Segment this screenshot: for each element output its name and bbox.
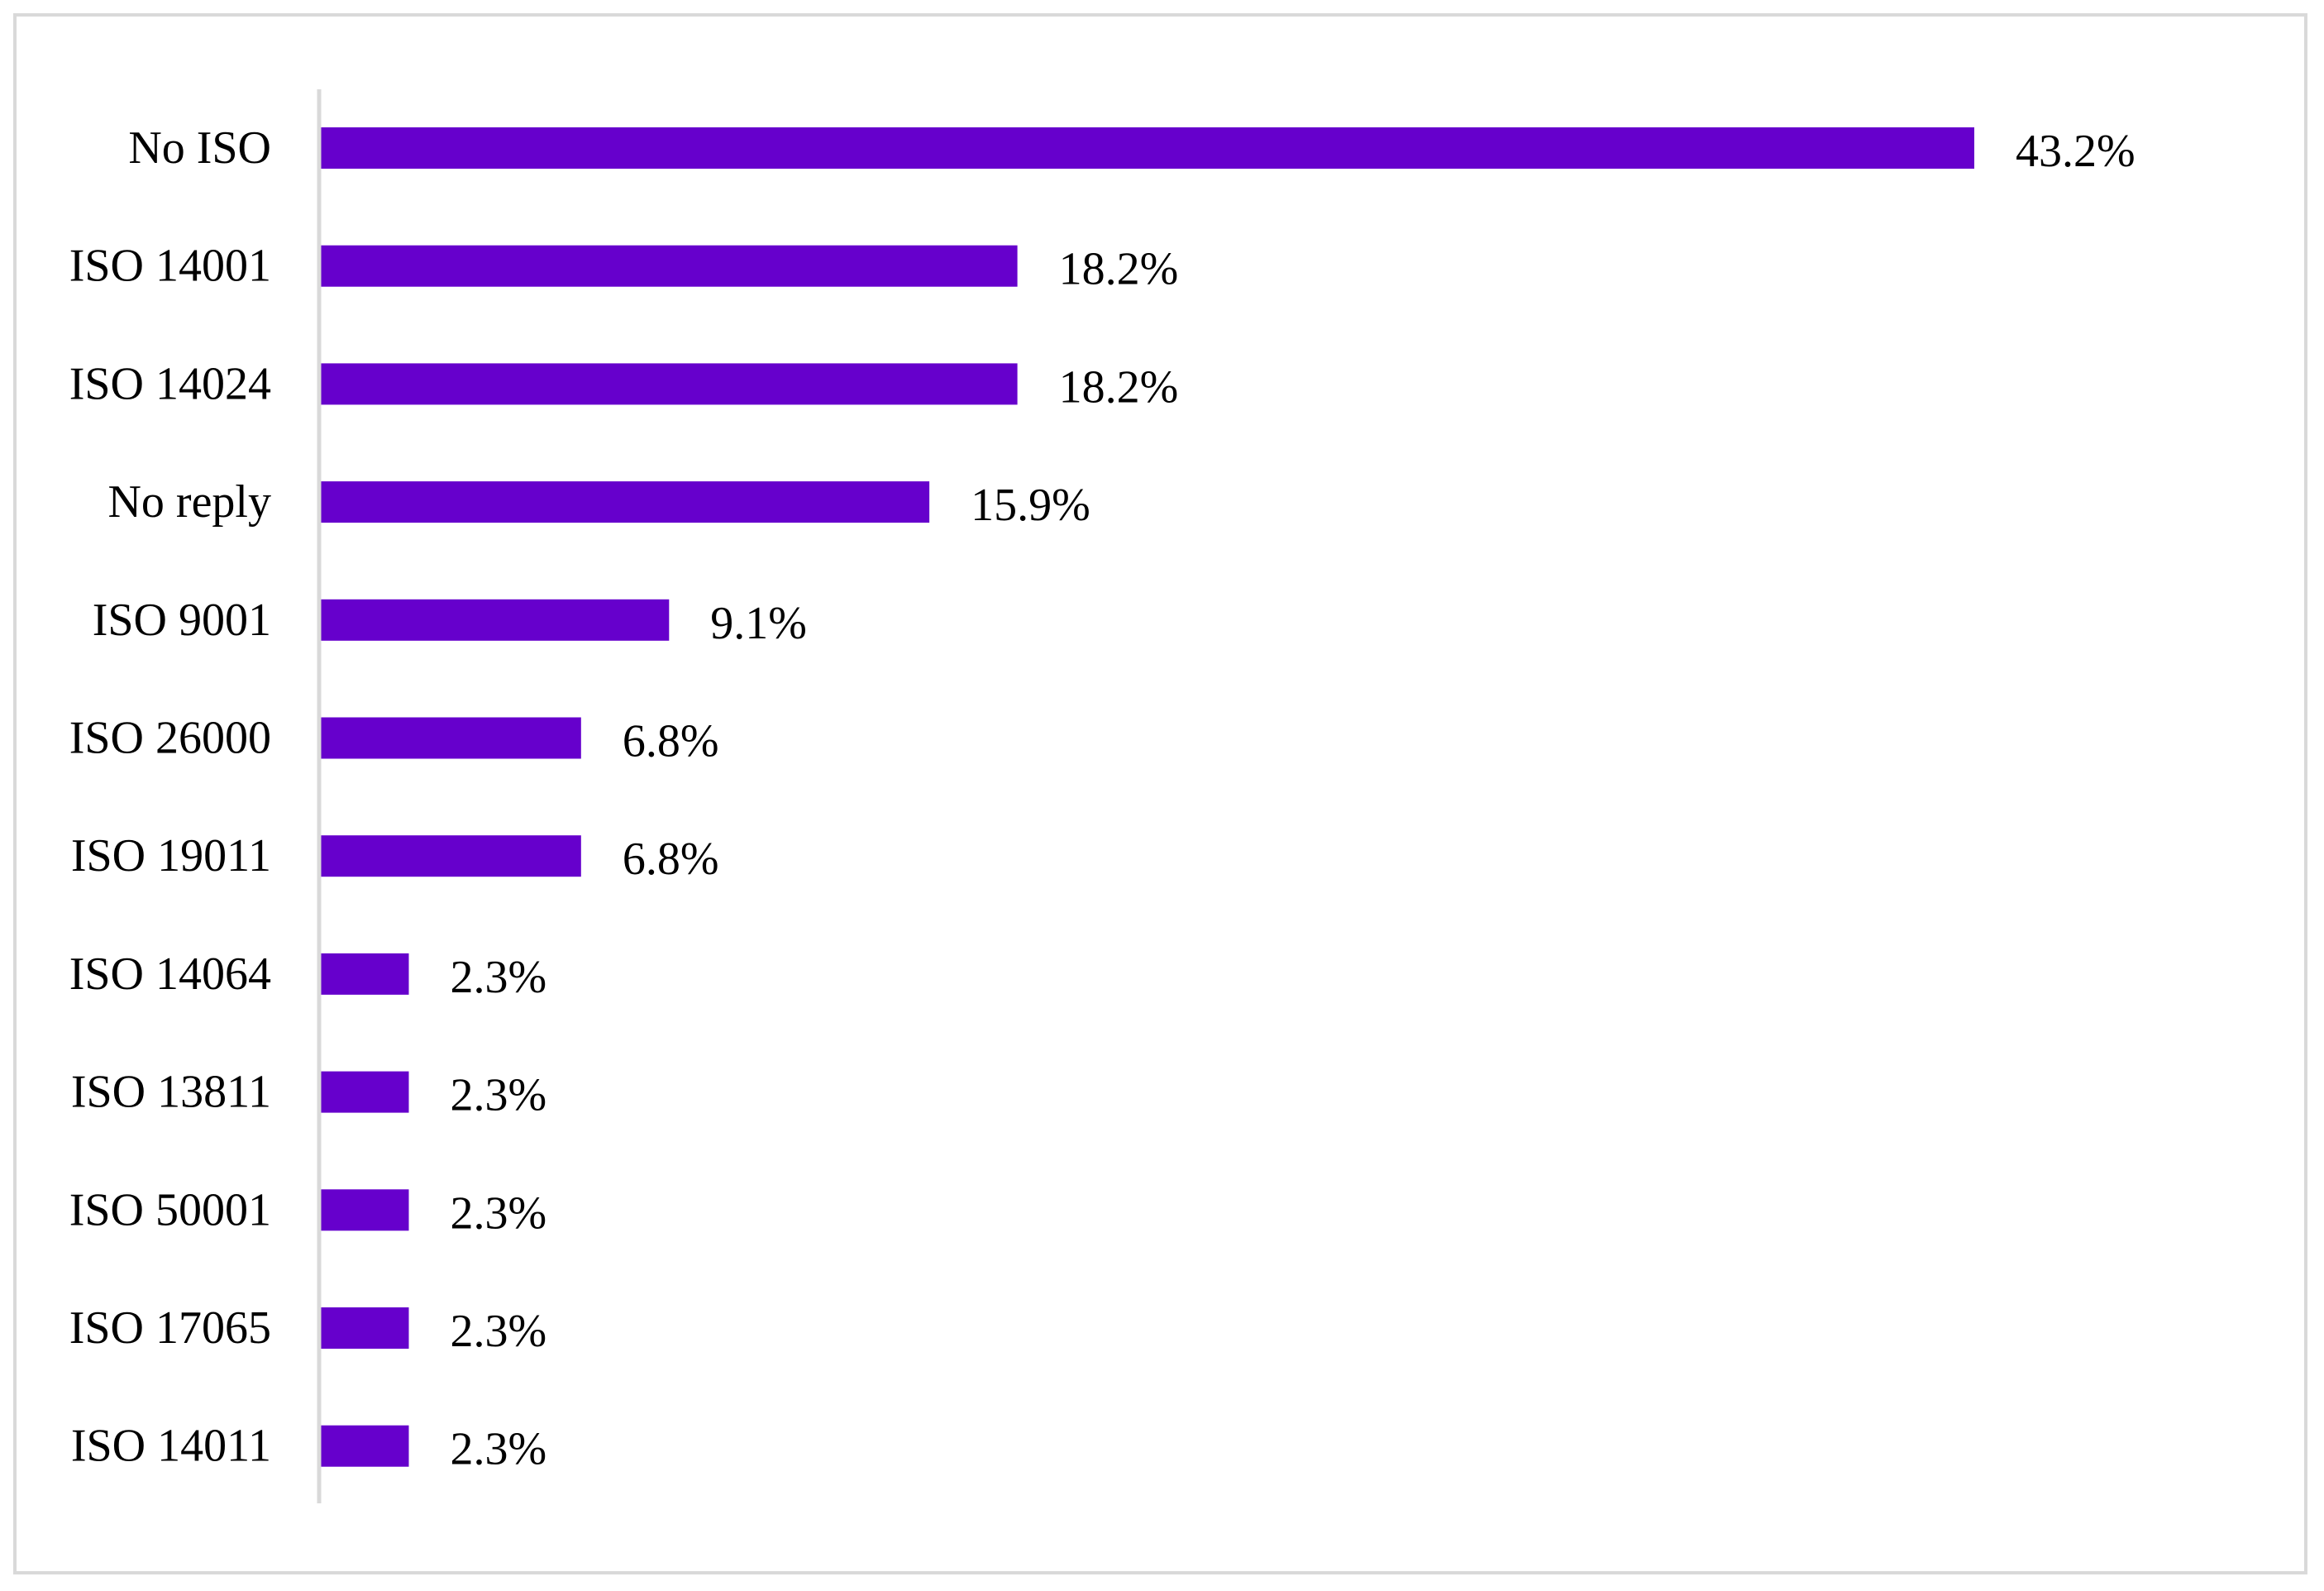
value-label: 2.3% bbox=[450, 1070, 546, 1121]
value-label: 43.2% bbox=[2016, 126, 2136, 177]
category-label: ISO 14024 bbox=[69, 358, 271, 409]
bar bbox=[321, 835, 581, 877]
category-label: ISO 14001 bbox=[69, 241, 271, 292]
value-label: 9.1% bbox=[710, 598, 807, 649]
bar bbox=[321, 245, 1018, 287]
bar bbox=[321, 1425, 409, 1467]
bar bbox=[321, 717, 581, 759]
category-label: ISO 50001 bbox=[69, 1184, 271, 1235]
value-label: 15.9% bbox=[971, 480, 1090, 531]
bar bbox=[321, 363, 1018, 405]
value-label: 6.8% bbox=[623, 834, 719, 885]
bar bbox=[321, 599, 670, 641]
bar bbox=[321, 1307, 409, 1349]
category-label: No reply bbox=[107, 476, 271, 528]
value-label: 2.3% bbox=[450, 1424, 546, 1475]
category-label: ISO 19011 bbox=[71, 830, 271, 882]
value-label: 18.2% bbox=[1059, 244, 1179, 295]
bar bbox=[321, 953, 409, 995]
value-label: 2.3% bbox=[450, 1306, 546, 1357]
bar bbox=[321, 127, 1974, 169]
category-label: ISO 13811 bbox=[71, 1067, 271, 1118]
category-labels: No ISO ISO 14001 ISO 14024 No reply ISO 9001… bbox=[69, 122, 271, 1472]
value-label: 2.3% bbox=[450, 952, 546, 1003]
bar bbox=[321, 1071, 409, 1113]
value-label: 6.8% bbox=[623, 716, 719, 767]
category-label: ISO 14011 bbox=[71, 1421, 271, 1472]
value-label: 18.2% bbox=[1059, 361, 1179, 413]
value-labels: 43.2% 18.2% 18.2% 15.9% 9.1% 6.8% 6.8% 2.3% 2.3%… bbox=[450, 126, 2135, 1475]
value-label: 2.3% bbox=[450, 1187, 546, 1239]
category-label: ISO 17065 bbox=[69, 1302, 271, 1354]
category-label: No ISO bbox=[128, 122, 271, 174]
bar bbox=[321, 481, 930, 523]
category-label: ISO 26000 bbox=[69, 713, 271, 764]
bar bbox=[321, 1189, 409, 1231]
bars-layer bbox=[321, 127, 1974, 1467]
category-label: ISO 14064 bbox=[69, 948, 271, 1000]
category-label: ISO 9001 bbox=[93, 595, 271, 646]
